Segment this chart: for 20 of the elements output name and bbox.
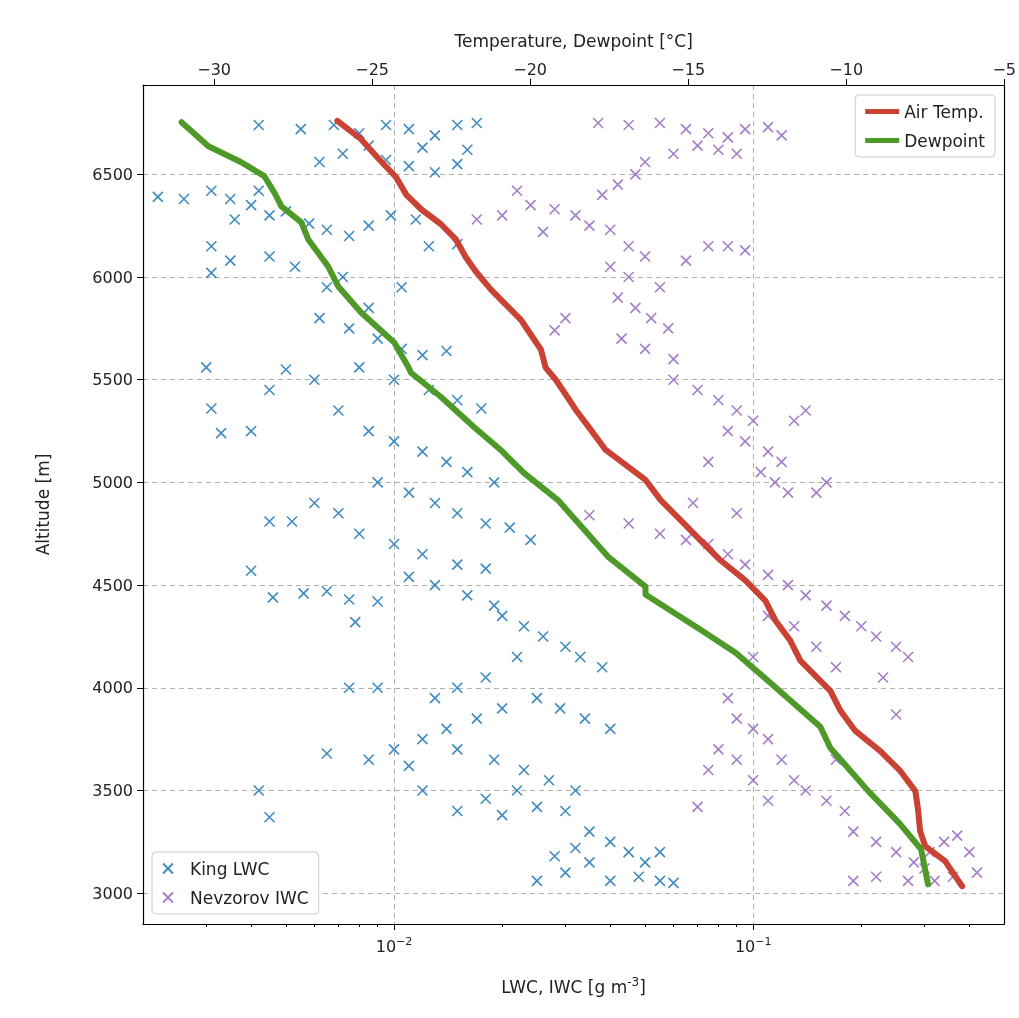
legend-label: Nevzorov IWC — [190, 887, 309, 908]
y-tick-label: 3500 — [92, 781, 133, 800]
x2-tick-label: −15 — [671, 59, 706, 79]
legend-label: Dewpoint — [904, 130, 986, 151]
y-tick-label: 6500 — [92, 164, 133, 184]
x2-tick-label: −30 — [197, 59, 231, 79]
x2-tick-label: −10 — [829, 59, 864, 79]
y-tick-label: 6000 — [92, 267, 133, 287]
x2-tick-label: −20 — [513, 59, 548, 79]
legend-label: King LWC — [190, 858, 270, 879]
y-tick-label: 5500 — [92, 370, 133, 390]
y-axis-title: Altitude [m] — [32, 453, 53, 556]
x2-axis-title: Temperature, Dewpoint [°C] — [453, 30, 693, 51]
y-tick-label: 5000 — [92, 472, 133, 492]
legend-label: Air Temp. — [904, 101, 984, 122]
y-tick-label: 3000 — [92, 883, 133, 903]
x2-tick-label: −5 — [992, 59, 1016, 79]
x2-tick-label: −25 — [355, 59, 390, 79]
y-tick-label: 4000 — [92, 678, 133, 698]
y-tick-label: 4500 — [92, 575, 133, 595]
